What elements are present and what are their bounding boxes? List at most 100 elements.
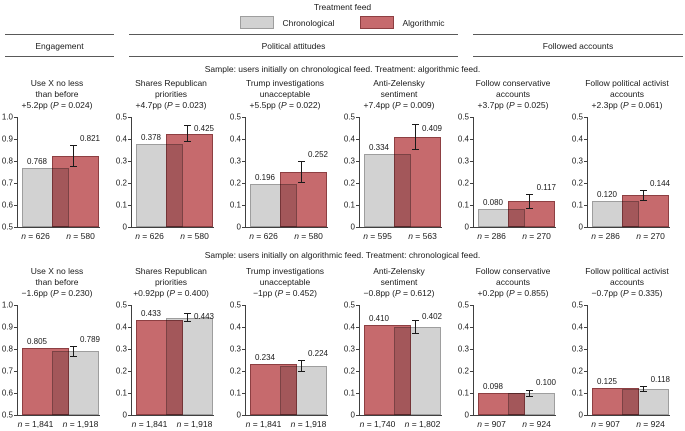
y-tick-label: 0 bbox=[464, 222, 469, 232]
y-tick-label: 0.4 bbox=[229, 322, 241, 332]
panel-title-line: Anti-Zelensky bbox=[373, 266, 425, 276]
sample-size-row: n = 907 n = 924 bbox=[469, 419, 559, 429]
y-tick-label: 0.2 bbox=[457, 366, 469, 376]
panel-title-line: Shares Republican bbox=[135, 266, 207, 276]
y-tick-mark bbox=[14, 349, 18, 350]
sample-size-label: n = 924 bbox=[636, 419, 665, 429]
y-tick-mark bbox=[470, 371, 474, 372]
panel-title-line: Anti-Zelensky bbox=[373, 78, 425, 88]
y-tick-label: 0.1 bbox=[571, 200, 583, 210]
y-tick-mark bbox=[584, 305, 588, 306]
sample-size-label: n = 924 bbox=[522, 419, 551, 429]
panel-title-line: Shares Republican bbox=[135, 78, 207, 88]
plot-area: 0.5 0.4 0.3 0.2 0.1 0 0.120 0.144 bbox=[572, 113, 670, 232]
y-tick-label: 0 bbox=[122, 222, 127, 232]
bar-value-label: 0.425 bbox=[193, 124, 214, 133]
sample-size-label: n = 580 bbox=[294, 231, 323, 241]
y-tick-label: 0 bbox=[350, 222, 355, 232]
sample-size-row: n = 1,841 n = 1,918 bbox=[241, 419, 331, 429]
y-tick-label: 0.2 bbox=[343, 178, 355, 188]
panel-title-line: Use X no less bbox=[30, 266, 84, 276]
y-tick-mark bbox=[584, 205, 588, 206]
y-tick-mark bbox=[14, 393, 18, 394]
y-tick-mark bbox=[242, 161, 246, 162]
y-tick-mark bbox=[356, 349, 360, 350]
panel-title-line: priorities bbox=[154, 89, 188, 99]
y-tick-mark bbox=[470, 327, 474, 328]
sample-size-row: n = 626 n = 580 bbox=[127, 231, 217, 241]
bar-value-label: 0.768 bbox=[26, 157, 48, 167]
y-tick-label: 0.5 bbox=[571, 112, 583, 122]
panel-title: Follow political activist accounts +2.3pp … bbox=[577, 78, 677, 111]
bar-value-label: 0.334 bbox=[368, 142, 390, 152]
chart-panel: Trump investigations unacceptable +5.5pp (… bbox=[228, 78, 342, 241]
y-tick-mark bbox=[14, 227, 18, 228]
y-tick-mark bbox=[128, 327, 132, 328]
y-tick-label: 0 bbox=[236, 222, 241, 232]
y-tick-mark bbox=[14, 139, 18, 140]
y-tick-mark bbox=[242, 227, 246, 228]
error-bar-cap-bottom bbox=[184, 141, 191, 143]
legend-item-label: Chronological bbox=[282, 17, 335, 28]
y-tick-mark bbox=[470, 117, 474, 118]
sample-size-label: n = 1,841 bbox=[131, 419, 168, 429]
section-label: Political attitudes bbox=[261, 40, 326, 51]
legend-item-chronological: Chronological bbox=[240, 16, 334, 29]
y-tick-label: 0.2 bbox=[229, 178, 241, 188]
error-bar-line bbox=[643, 189, 644, 202]
panel-title-line: priorities bbox=[154, 277, 188, 287]
sample-size-label: n = 580 bbox=[180, 231, 209, 241]
y-tick-label: 0.5 bbox=[343, 112, 355, 122]
y-tick-label: 0.5 bbox=[1, 222, 13, 232]
error-bar-line bbox=[301, 160, 302, 183]
error-bar bbox=[184, 312, 191, 323]
chronological-bar bbox=[52, 351, 99, 415]
plot-area: 1.0 0.9 0.8 0.7 0.6 0.5 0.805 0.789 bbox=[2, 301, 100, 420]
legend-item-label: Algorithmic bbox=[402, 17, 445, 28]
y-tick-mark bbox=[584, 139, 588, 140]
panel-title-line: sentiment bbox=[380, 89, 418, 99]
y-tick-label: 0.4 bbox=[571, 322, 583, 332]
panel-title: Shares Republican priorities +4.7pp (P = 0… bbox=[121, 78, 221, 111]
y-tick-mark bbox=[356, 205, 360, 206]
y-tick-label: 0.4 bbox=[229, 134, 241, 144]
y-tick-mark bbox=[242, 305, 246, 306]
y-tick-mark bbox=[584, 415, 588, 416]
legend-title: Treatment feed bbox=[313, 2, 372, 12]
sample-size-label: n = 580 bbox=[66, 231, 95, 241]
y-tick-label: 0.5 bbox=[115, 112, 127, 122]
y-tick-mark bbox=[14, 205, 18, 206]
bar-value-label: 0.224 bbox=[307, 348, 328, 358]
sample-size-label: n = 626 bbox=[21, 231, 50, 241]
legend-item-algorithmic: Algorithmic bbox=[360, 16, 445, 29]
sample-size-label: n = 907 bbox=[591, 419, 620, 429]
plot-area: 0.5 0.4 0.3 0.2 0.1 0 0.433 0.443 bbox=[116, 301, 214, 420]
error-bar-line bbox=[73, 345, 74, 357]
y-tick-mark bbox=[242, 393, 246, 394]
sample-size-label: n = 1,740 bbox=[359, 419, 396, 429]
plot-area: 0.5 0.4 0.3 0.2 0.1 0 0.196 0.252 bbox=[230, 113, 328, 232]
bar-value-label: 0.252 bbox=[307, 149, 328, 159]
y-tick-label: 0.1 bbox=[457, 388, 469, 398]
y-tick-label: 0.1 bbox=[229, 388, 241, 398]
y-tick-label: 0 bbox=[464, 410, 469, 420]
y-tick-label: 0.1 bbox=[115, 200, 127, 210]
sample-size-label: n = 1,841 bbox=[17, 419, 54, 429]
y-tick-mark bbox=[242, 139, 246, 140]
y-tick-mark bbox=[470, 205, 474, 206]
error-bar-cap-bottom bbox=[70, 355, 77, 357]
y-tick-label: 0.8 bbox=[1, 344, 13, 354]
error-bar-cap-bottom bbox=[526, 395, 533, 397]
y-tick-mark bbox=[584, 227, 588, 228]
error-bar-line bbox=[187, 124, 188, 143]
chart-panel: Follow conservative accounts +0.2pp (P = 0… bbox=[456, 266, 570, 429]
error-bar-cap-top bbox=[70, 345, 77, 347]
panel-effect: +0.92pp (P = 0.400) bbox=[133, 288, 209, 298]
y-tick-label: 0.9 bbox=[1, 322, 13, 332]
plot-area: 0.5 0.4 0.3 0.2 0.1 0 0.334 0.409 bbox=[344, 113, 442, 232]
panel-effect: +5.5pp (P = 0.022) bbox=[249, 100, 321, 110]
chronological-bar bbox=[622, 389, 669, 415]
sample-size-row: n = 1,841 n = 1,918 bbox=[127, 419, 217, 429]
sample-size-label: n = 1,918 bbox=[62, 419, 99, 429]
